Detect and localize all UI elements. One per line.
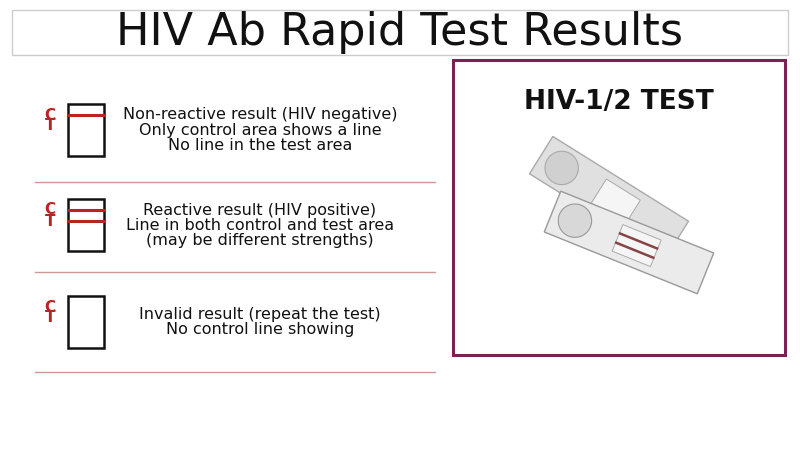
Text: Non-reactive result (HIV negative): Non-reactive result (HIV negative) <box>122 108 398 122</box>
Text: C: C <box>44 108 55 122</box>
Text: Line in both control and test area: Line in both control and test area <box>126 217 394 233</box>
Bar <box>68 104 104 156</box>
Bar <box>68 199 104 251</box>
Text: (may be different strengths): (may be different strengths) <box>146 233 374 248</box>
Polygon shape <box>612 225 661 266</box>
Text: HIV-1/2 TEST: HIV-1/2 TEST <box>524 89 714 115</box>
Bar <box>12 10 788 55</box>
Text: Invalid result (repeat the test): Invalid result (repeat the test) <box>139 307 381 322</box>
Text: Reactive result (HIV positive): Reactive result (HIV positive) <box>143 202 377 217</box>
Bar <box>68 296 104 348</box>
Text: T: T <box>45 118 55 134</box>
Text: No control line showing: No control line showing <box>166 322 354 337</box>
Text: T: T <box>45 310 55 325</box>
Polygon shape <box>558 204 592 237</box>
Polygon shape <box>530 136 689 259</box>
Polygon shape <box>544 191 714 294</box>
Text: Only control area shows a line: Only control area shows a line <box>138 122 382 138</box>
Text: C: C <box>44 202 55 217</box>
Text: HIV Ab Rapid Test Results: HIV Ab Rapid Test Results <box>117 11 683 54</box>
Polygon shape <box>591 179 640 225</box>
Text: C: C <box>44 300 55 315</box>
Text: T: T <box>45 213 55 229</box>
Polygon shape <box>545 151 578 184</box>
Bar <box>453 60 785 355</box>
Text: No line in the test area: No line in the test area <box>168 138 352 153</box>
